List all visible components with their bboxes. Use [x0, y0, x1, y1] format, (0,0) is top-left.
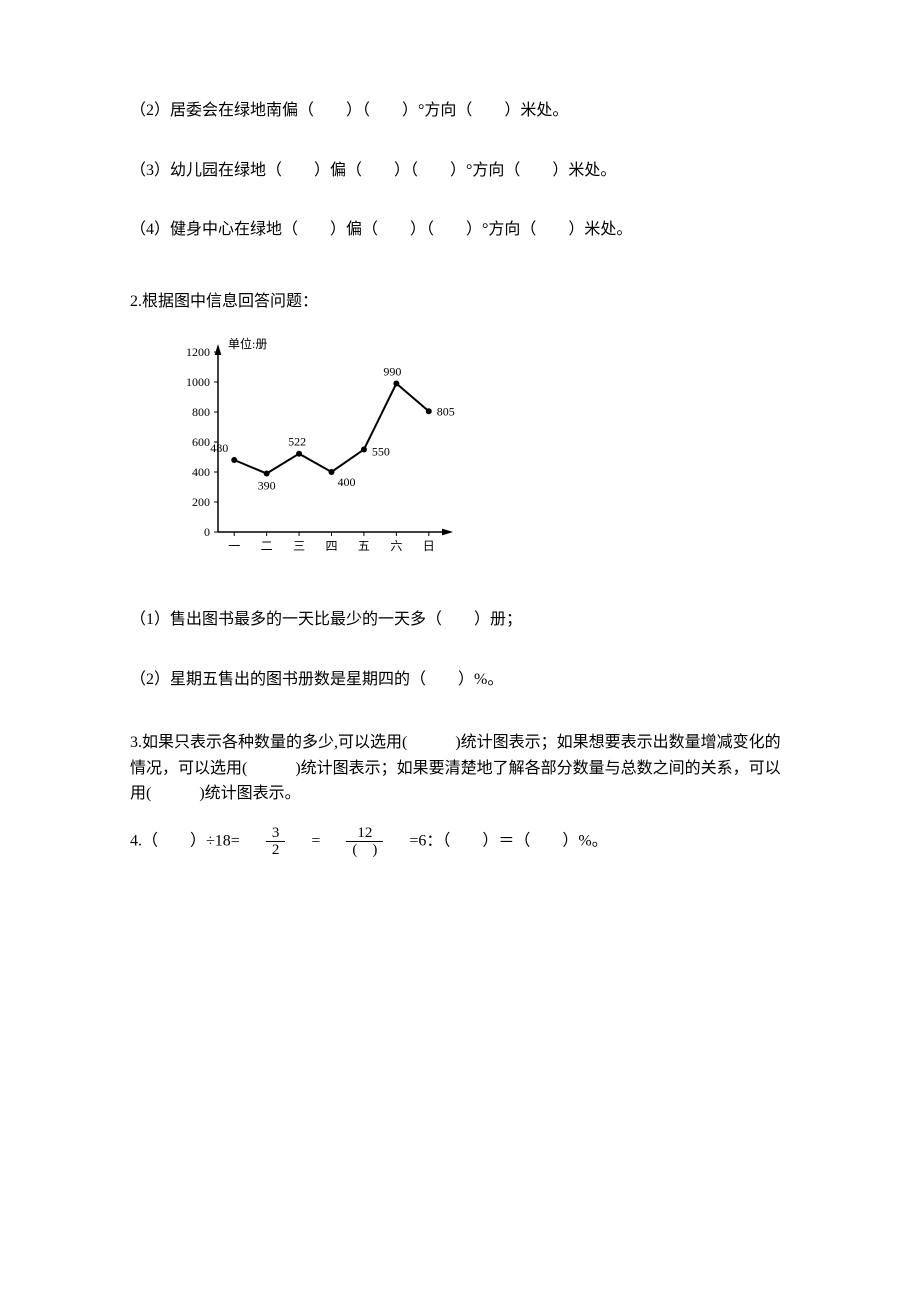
svg-text:550: 550 — [372, 445, 390, 459]
q1-line2: （2）居委会在绿地南偏（ ）（ ）°方向（ ）米处。 — [130, 90, 790, 132]
q2-sub2: （2）星期五售出的图书册数是星期四的（ ）%。 — [130, 659, 790, 701]
q1-line3: （3）幼儿园在绿地（ ）偏（ ）（ ）°方向（ ）米处。 — [130, 150, 790, 192]
svg-text:五: 五 — [358, 539, 370, 553]
svg-text:六: 六 — [390, 539, 402, 553]
svg-text:单位:册: 单位:册 — [228, 336, 267, 351]
page: （2）居委会在绿地南偏（ ）（ ）°方向（ ）米处。 （3）幼儿园在绿地（ ）偏… — [0, 0, 920, 977]
fraction-denominator: 2 — [266, 842, 286, 859]
book-sales-chart: 0 200 400 600 800 1000 1200 单位:册一 二 三 四 五 六 日 480 390 52… — [160, 332, 790, 579]
svg-text:400: 400 — [192, 465, 210, 479]
svg-text:400: 400 — [338, 475, 356, 489]
svg-text:480: 480 — [210, 441, 228, 455]
svg-text:三: 三 — [293, 539, 305, 553]
fraction-numerator: 3 — [266, 825, 286, 843]
svg-text:0: 0 — [204, 525, 210, 539]
svg-text:日: 日 — [423, 539, 435, 553]
svg-text:800: 800 — [192, 405, 210, 419]
fraction-numerator: 12 — [346, 825, 383, 843]
svg-text:二: 二 — [261, 539, 273, 553]
q4-line: 4.（ ）÷18= 3 2 = 12 ( ) =6：（ ）＝（ ）%。 — [130, 825, 790, 859]
svg-text:四: 四 — [325, 539, 337, 553]
svg-text:1000: 1000 — [186, 375, 210, 389]
q4-suffix: =6：（ ）＝（ ）%。 — [393, 833, 607, 850]
q4-prefix: 4.（ ）÷18= — [130, 833, 256, 850]
fraction-12-over-blank: 12 ( ) — [346, 825, 383, 859]
svg-text:200: 200 — [192, 495, 210, 509]
q4-mid1: = — [295, 833, 336, 850]
svg-text:1200: 1200 — [186, 345, 210, 359]
q2-sub1: （1）售出图书最多的一天比最少的一天多（ ）册； — [130, 599, 790, 641]
svg-text:600: 600 — [192, 435, 210, 449]
q3-text: 3.如果只表示各种数量的多少,可以选用( )统计图表示；如果想要表示出数量增减变… — [130, 730, 790, 807]
svg-text:522: 522 — [288, 435, 306, 449]
fraction-denominator: ( ) — [346, 842, 383, 859]
line-chart-svg: 0 200 400 600 800 1000 1200 单位:册一 二 三 四 五 六 日 480 390 52… — [160, 332, 460, 562]
svg-text:一: 一 — [228, 539, 240, 553]
fraction-3-over-2: 3 2 — [266, 825, 286, 859]
svg-text:390: 390 — [258, 479, 276, 493]
q1-line4: （4）健身中心在绿地（ ）偏（ ）（ ）°方向（ ）米处。 — [130, 209, 790, 251]
svg-text:990: 990 — [383, 365, 401, 379]
svg-text:805: 805 — [437, 405, 455, 419]
q2-intro: 2.根据图中信息回答问题： — [130, 281, 790, 323]
